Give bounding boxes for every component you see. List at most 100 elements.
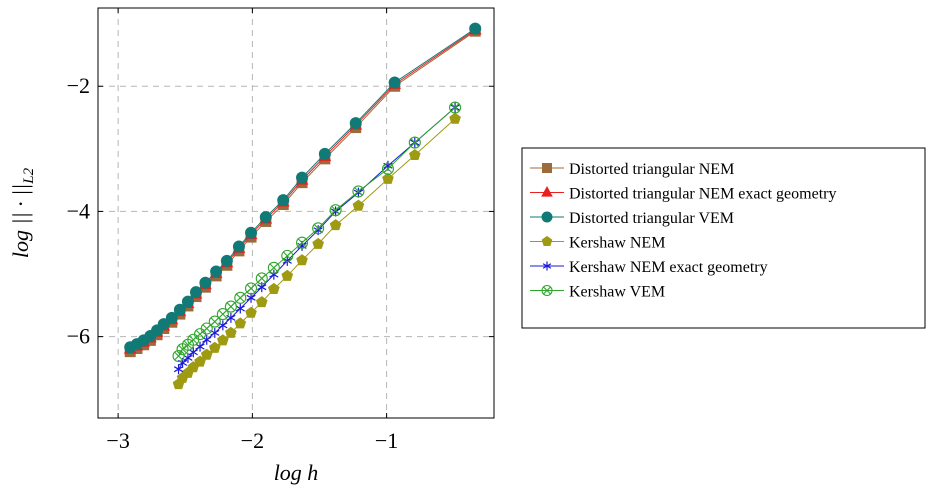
series-2 [123, 22, 482, 354]
data-point [244, 282, 258, 295]
data-point [225, 326, 237, 338]
plot-frame [97, 7, 495, 419]
y-axis-label-main: log || · || [8, 184, 33, 258]
legend-item: Distorted triangular NEM exact geometry [530, 186, 836, 203]
y-axis-label-sub: L2 [21, 167, 37, 184]
data-point [200, 322, 213, 335]
data-point [449, 101, 462, 114]
data-point [295, 236, 309, 249]
data-point [200, 348, 213, 360]
data-point [267, 261, 280, 274]
data-point [235, 303, 245, 314]
data-point [217, 334, 229, 346]
legend-marker [541, 211, 553, 223]
data-point [381, 162, 395, 175]
x-tick-label: −1 [375, 428, 398, 453]
data-point [255, 296, 268, 308]
data-point [349, 117, 362, 130]
data-point [318, 147, 331, 160]
legend-label: Distorted triangular NEM [569, 161, 734, 178]
series-line [130, 30, 476, 353]
legend-label: Distorted triangular VEM [569, 210, 734, 227]
legend-label: Distorted triangular NEM exact geometry [569, 186, 836, 203]
data-point [312, 222, 325, 235]
data-point [173, 303, 186, 316]
series-4 [172, 112, 461, 390]
data-point [268, 282, 280, 294]
x-tick-label: −2 [241, 428, 264, 453]
data-point [234, 317, 247, 329]
series-5 [173, 102, 460, 375]
data-point [172, 378, 185, 390]
y-axis-label: log || · ||L2 [8, 167, 37, 258]
data-point [277, 194, 290, 207]
legend-item: Kershaw NEM exact geometry [530, 259, 768, 276]
data-point [124, 341, 137, 354]
data-point [281, 269, 294, 281]
data-point [208, 315, 221, 328]
data-point [216, 308, 229, 321]
legend-marker [541, 235, 553, 247]
data-point [183, 352, 193, 363]
data-point [281, 249, 294, 262]
data-point [210, 265, 223, 278]
data-point [352, 199, 365, 211]
legend-item: Distorted triangular NEM [530, 161, 734, 178]
series-line [178, 107, 456, 370]
data-point [408, 136, 421, 149]
data-point [388, 76, 401, 89]
data-point [382, 172, 394, 184]
legend-label: Kershaw NEM [569, 235, 665, 252]
data-point [296, 254, 308, 266]
legend-item: Kershaw NEM [530, 235, 665, 252]
y-tick-label: −6 [67, 324, 90, 349]
x-tick-label: −3 [106, 428, 129, 453]
series-6 [172, 101, 462, 363]
data-point [246, 292, 256, 303]
y-tick-label: −4 [67, 198, 90, 223]
data-point [173, 364, 184, 375]
series-layer [123, 22, 482, 390]
data-point [189, 286, 202, 299]
legend-item: Distorted triangular VEM [530, 210, 734, 227]
data-point [352, 185, 365, 198]
series-3 [124, 22, 482, 354]
data-point [208, 341, 221, 353]
data-point [245, 226, 258, 239]
legend: Distorted triangular NEM Distorted triang… [521, 147, 926, 329]
data-point [224, 300, 237, 313]
data-point [176, 343, 189, 356]
grid [98, 8, 494, 418]
data-point [193, 328, 207, 341]
data-point [232, 240, 245, 253]
y-tick-label: −2 [67, 73, 90, 98]
data-point [194, 355, 206, 367]
data-point [234, 291, 247, 304]
data-point [181, 295, 194, 308]
legend-label: Kershaw NEM exact geometry [569, 259, 768, 276]
data-point [408, 148, 421, 161]
data-point [469, 22, 482, 35]
data-point [259, 211, 272, 224]
x-axis-label: log h [274, 460, 319, 485]
data-point [449, 112, 461, 124]
legend-marker [542, 163, 552, 173]
legend-box [521, 147, 926, 329]
data-point [255, 272, 268, 285]
data-point [165, 311, 178, 324]
data-point [329, 204, 342, 217]
legend-marker [541, 186, 553, 197]
data-point [245, 306, 257, 318]
data-point [199, 276, 212, 289]
legend-marker [542, 261, 552, 271]
data-point [172, 349, 185, 363]
data-point [312, 237, 324, 249]
data-point [195, 341, 205, 352]
data-point [296, 171, 309, 184]
data-point [220, 254, 233, 267]
data-point [188, 347, 198, 358]
ticks: −3 −2 −1 −6 −4 −2 [67, 8, 494, 453]
legend-label: Kershaw VEM [569, 284, 665, 301]
legend-item: Kershaw VEM [530, 284, 665, 301]
